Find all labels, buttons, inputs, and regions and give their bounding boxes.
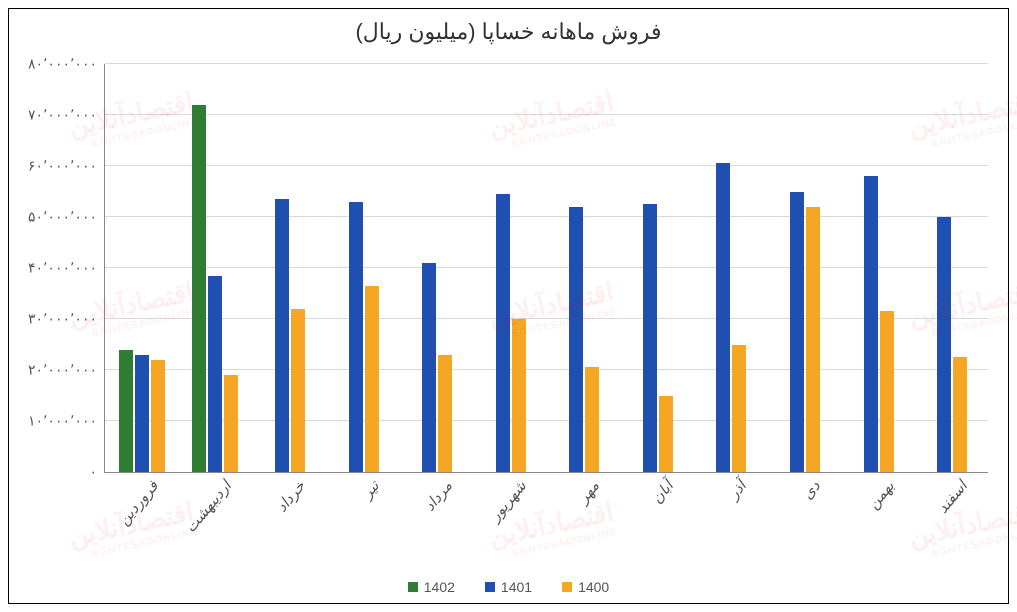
legend-item: 1401: [485, 579, 532, 595]
bar: [643, 204, 657, 472]
month-group: خرداد: [252, 64, 326, 472]
bar: [659, 396, 673, 473]
y-axis-label: ۶۰٬۰۰۰٬۰۰۰: [28, 158, 105, 175]
bars-area: فروردیناردیبهشتخردادتیرمردادشهریورمهرآبا…: [105, 64, 988, 472]
bar: [953, 357, 967, 472]
y-axis-label: ۳۰٬۰۰۰٬۰۰۰: [28, 311, 105, 328]
bar: [790, 192, 804, 473]
month-group: مرداد: [399, 64, 473, 472]
legend-label: 1401: [501, 579, 532, 595]
bar: [864, 176, 878, 472]
bar: [937, 217, 951, 472]
month-group: شهریور: [473, 64, 547, 472]
y-axis-label: ۱۰٬۰۰۰٬۰۰۰: [28, 413, 105, 430]
legend: 1402 1401 1400: [9, 579, 1008, 595]
legend-label: 1400: [578, 579, 609, 595]
bar: [192, 105, 206, 472]
bar: [880, 311, 894, 472]
x-axis-label: آذر: [719, 472, 751, 503]
bar: [119, 350, 133, 472]
y-axis-label: ۸۰٬۰۰۰٬۰۰۰: [28, 56, 105, 73]
month-group: آبان: [620, 64, 694, 472]
month-group: فروردین: [105, 64, 179, 472]
month-group: اردیبهشت: [179, 64, 253, 472]
month-group: دی: [767, 64, 841, 472]
month-group: تیر: [326, 64, 400, 472]
y-axis-label: ۴۰٬۰۰۰٬۰۰۰: [28, 260, 105, 277]
x-axis-label: آبان: [641, 472, 676, 507]
bar: [135, 355, 149, 472]
bar: [585, 367, 599, 472]
bar: [569, 207, 583, 472]
x-axis-label: بهمن: [858, 472, 898, 513]
legend-item: 1400: [562, 579, 609, 595]
x-axis-label: مرداد: [414, 472, 456, 515]
x-axis-label: تیر: [352, 472, 383, 502]
x-axis-label: دی: [792, 472, 824, 503]
chart-title: فروش ماهانه خساپا (میلیون ریال): [9, 9, 1008, 50]
bar: [422, 263, 436, 472]
bar: [208, 276, 222, 472]
legend-swatch: [485, 582, 495, 592]
bar: [365, 286, 379, 472]
bar: [716, 163, 730, 472]
x-axis-label: شهریور: [480, 472, 530, 525]
y-axis-label: ۲۰٬۰۰۰٬۰۰۰: [28, 362, 105, 379]
legend-swatch: [408, 582, 418, 592]
month-group: بهمن: [841, 64, 915, 472]
bar: [496, 194, 510, 472]
chart-container: فروش ماهانه خساپا (میلیون ریال) ۰۱۰٬۰۰۰٬…: [8, 8, 1009, 604]
bar: [224, 375, 238, 472]
bar: [151, 360, 165, 472]
legend-item: 1402: [408, 579, 455, 595]
y-axis-label: ۰: [89, 464, 105, 481]
bar: [732, 345, 746, 473]
bar: [275, 199, 289, 472]
watermark: اقتصادآنلاینEGHTESADONLINE: [906, 496, 1017, 563]
bar: [512, 319, 526, 472]
x-axis-label: فروردین: [108, 472, 161, 529]
y-axis-label: ۵۰٬۰۰۰٬۰۰۰: [28, 209, 105, 226]
x-axis-label: اردیبهشت: [176, 472, 236, 536]
plot-area: ۰۱۰٬۰۰۰٬۰۰۰۲۰٬۰۰۰٬۰۰۰۳۰٬۰۰۰٬۰۰۰۴۰٬۰۰۰٬۰۰…: [104, 64, 988, 473]
bar: [349, 202, 363, 472]
legend-label: 1402: [424, 579, 455, 595]
legend-swatch: [562, 582, 572, 592]
y-axis-label: ۷۰٬۰۰۰٬۰۰۰: [28, 107, 105, 124]
x-axis-label: اسفند: [928, 472, 972, 517]
bar: [291, 309, 305, 472]
bar: [806, 207, 820, 472]
month-group: آذر: [694, 64, 768, 472]
bar: [438, 355, 452, 472]
month-group: مهر: [546, 64, 620, 472]
month-group: اسفند: [914, 64, 988, 472]
x-axis-label: مهر: [568, 472, 603, 507]
x-axis-label: خرداد: [266, 472, 308, 516]
